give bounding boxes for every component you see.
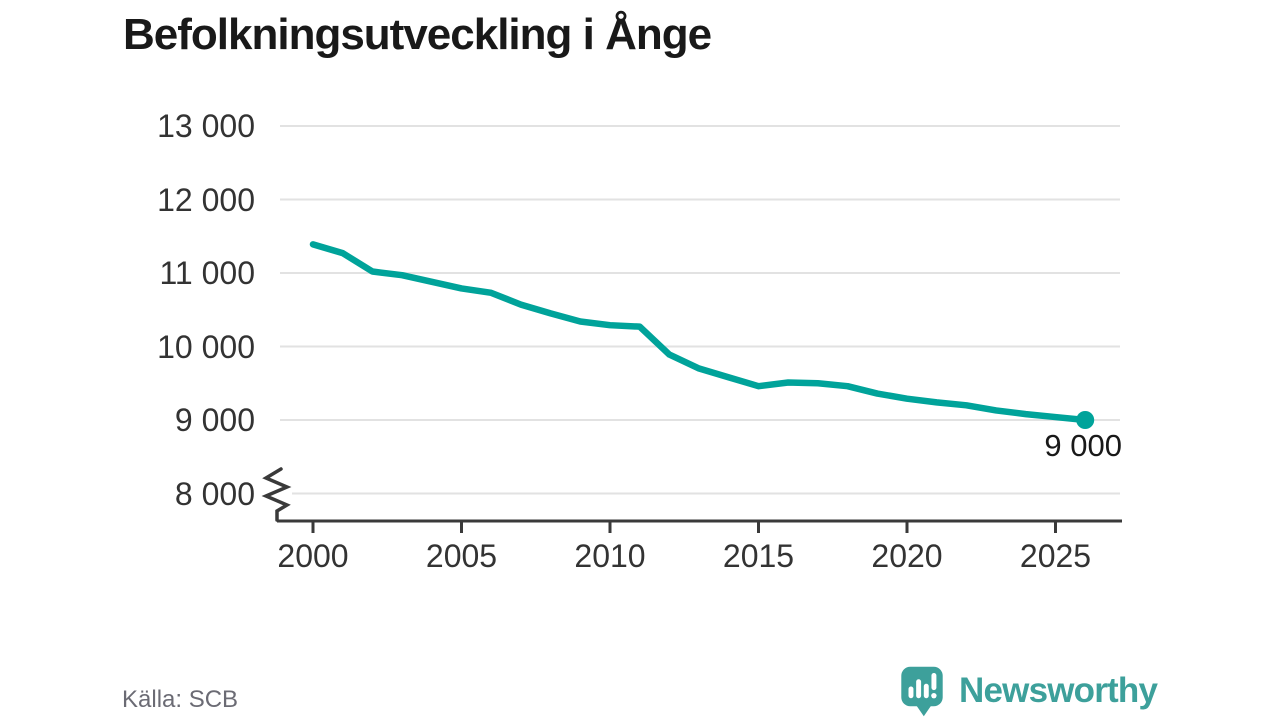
y-tick-label: 13 000 <box>157 108 255 144</box>
x-tick-label: 2010 <box>574 538 646 574</box>
newsworthy-wordmark: Newsworthy <box>959 671 1158 710</box>
y-tick-label: 12 000 <box>157 181 255 218</box>
x-tick-label: 2005 <box>425 538 498 574</box>
end-value-label: 9 000 <box>1044 428 1122 463</box>
source-label: Källa: SCB <box>122 686 239 713</box>
y-tick-label: 9 000 <box>174 402 255 438</box>
x-tick-label: 2020 <box>871 538 943 574</box>
end-point-marker <box>1076 411 1095 429</box>
y-axis-break-icon <box>261 467 292 522</box>
x-tick-label: 2025 <box>1019 538 1092 574</box>
y-tick-label: 8 000 <box>174 475 255 512</box>
x-tick-label: 2000 <box>277 538 349 574</box>
x-tick-label: 2015 <box>722 538 795 574</box>
chart-title: Befolkningsutveckling i Ånge <box>123 10 712 59</box>
newsworthy-speech-bubble-chart-icon <box>901 666 943 717</box>
newsworthy-logo: Newsworthy <box>895 664 1158 718</box>
y-tick-label: 10 000 <box>157 328 255 365</box>
population-line <box>309 241 1089 424</box>
y-tick-label: 11 000 <box>159 255 256 291</box>
